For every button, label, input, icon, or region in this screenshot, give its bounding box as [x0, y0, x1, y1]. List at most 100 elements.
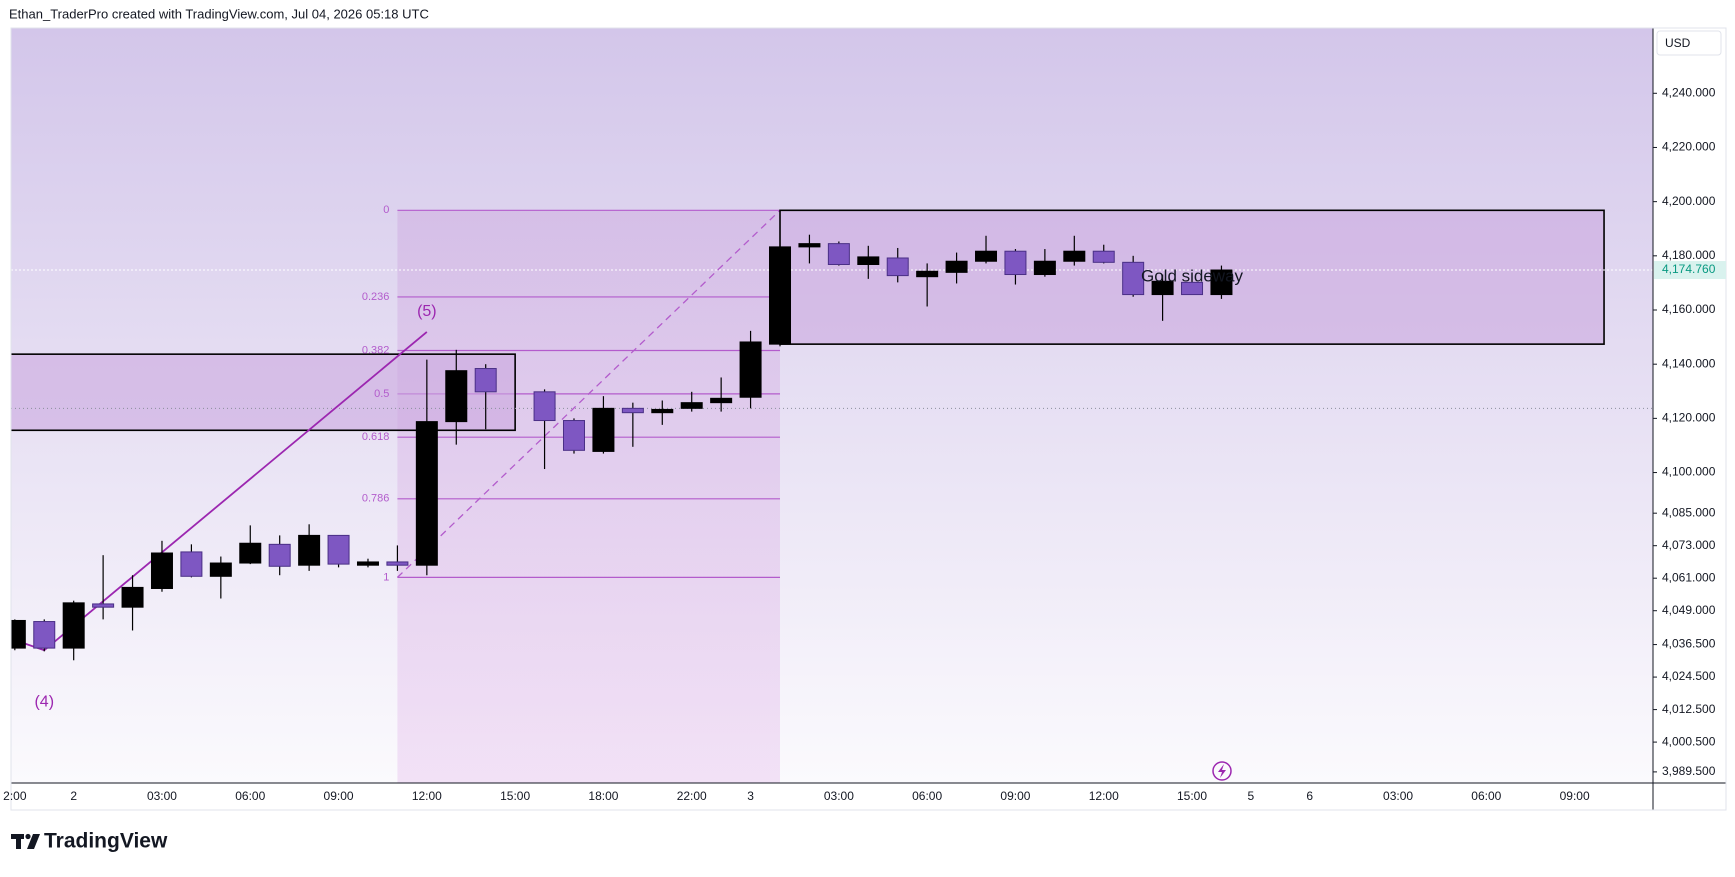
candle-body	[1092, 250, 1115, 263]
x-tick-label: 5	[1248, 789, 1255, 803]
candle-body	[975, 250, 998, 262]
y-tick-label: 4,180.000	[1662, 248, 1716, 262]
x-tick-label: 06:00	[1471, 789, 1501, 803]
candle-body	[680, 402, 703, 409]
y-tick-label: 4,049.000	[1662, 603, 1716, 617]
x-tick-label: 03:00	[147, 789, 177, 803]
x-tick-label: 6	[1306, 789, 1313, 803]
candle-body	[386, 561, 409, 566]
x-tick-label: 22:00	[677, 789, 707, 803]
fib-level-label: 0.786	[362, 493, 390, 505]
candle-body	[180, 551, 203, 577]
candle-body	[886, 257, 909, 277]
y-tick-label: 4,120.000	[1662, 411, 1716, 425]
wave-label: (4)	[34, 693, 54, 710]
lightning-icon	[1212, 761, 1232, 781]
x-tick-label: 15:00	[500, 789, 530, 803]
x-tick-label: 15:00	[1177, 789, 1207, 803]
x-tick-label: 03:00	[1383, 789, 1413, 803]
fib-level-label: 0.382	[362, 344, 390, 356]
range-box	[11, 353, 516, 432]
y-tick-label: 3,989.500	[1662, 764, 1716, 778]
candle-body	[1063, 250, 1086, 262]
candle-body	[798, 243, 821, 248]
candle-body	[11, 619, 26, 649]
candle-body	[209, 562, 232, 577]
candle-body	[651, 408, 674, 414]
candle-body	[1210, 269, 1233, 296]
y-tick-label: 4,220.000	[1662, 140, 1716, 154]
box-text: Gold sideway	[1141, 267, 1244, 286]
candle-body	[150, 552, 173, 589]
plot-area	[11, 209, 1653, 783]
x-tick-label: 18:00	[588, 789, 618, 803]
x-tick-label: 2	[70, 789, 77, 803]
candle-body	[121, 586, 144, 608]
fib-level-label: 0.618	[362, 431, 390, 443]
candle-body	[562, 420, 585, 451]
x-tick-label: 12:00	[412, 789, 442, 803]
candle-body	[739, 341, 762, 398]
x-tick-label: 09:00	[324, 789, 354, 803]
y-tick-label: 4,061.000	[1662, 570, 1716, 584]
candle-body	[92, 603, 115, 608]
candle-body	[268, 543, 291, 567]
candle-body	[769, 246, 792, 345]
candle-body	[327, 534, 350, 565]
candle-body	[1004, 250, 1027, 276]
x-tick-label: 06:00	[235, 789, 265, 803]
x-tick-label: 2:00	[3, 789, 27, 803]
fib-level-label: 1	[383, 571, 389, 583]
last-price-label: 4,174.760	[1662, 262, 1716, 276]
candle-body	[533, 391, 556, 422]
candle-body	[33, 621, 56, 649]
y-tick-label: 4,200.000	[1662, 194, 1716, 208]
candle-body	[1181, 281, 1204, 296]
last-price-tag	[1654, 261, 1726, 280]
candle-body	[710, 397, 733, 404]
candle-body	[298, 534, 321, 566]
y-tick-label: 4,240.000	[1662, 85, 1716, 99]
header: Ethan_TraderPro created with TradingView…	[9, 6, 429, 21]
candle-body	[1122, 261, 1145, 296]
x-tick-label: 12:00	[1089, 789, 1119, 803]
currency-box	[1656, 30, 1722, 56]
frame	[10, 27, 1727, 811]
candle-body	[916, 270, 939, 278]
x-tick-label: 09:00	[1000, 789, 1030, 803]
y-tick-label: 4,073.000	[1662, 538, 1716, 552]
fib-level-label: 0	[383, 204, 389, 216]
candle-body	[239, 542, 262, 564]
candle-body	[621, 407, 644, 414]
y-tick-label: 4,000.500	[1662, 734, 1716, 748]
candle-body	[445, 370, 468, 423]
y-tick-label: 4,100.000	[1662, 465, 1716, 479]
currency: USD	[1665, 36, 1691, 50]
candle-body	[474, 368, 497, 393]
wave-label: (5)	[417, 303, 437, 320]
y-tick-label: 4,085.000	[1662, 505, 1716, 519]
tv-logo	[11, 833, 40, 849]
x-tick-label: 3	[747, 789, 754, 803]
candle-body	[62, 602, 85, 649]
y-tick-label: 4,160.000	[1662, 302, 1716, 316]
y-tick-label: 4,140.000	[1662, 356, 1716, 370]
fib-level-label: 0.5	[374, 388, 389, 400]
candle-body	[1033, 260, 1056, 276]
candle-body	[945, 260, 968, 273]
candle-body	[1151, 280, 1174, 296]
footer-logo-text: TradingView	[44, 830, 168, 853]
candle-body	[857, 256, 880, 265]
y-tick-label: 4,024.500	[1662, 669, 1716, 683]
y-tick-label: 4,036.500	[1662, 637, 1716, 651]
candle-body	[592, 407, 615, 452]
candle-body	[415, 421, 438, 566]
x-tick-label: 09:00	[1560, 789, 1590, 803]
candle-body	[356, 561, 379, 566]
candle-body	[827, 243, 850, 265]
x-tick-label: 03:00	[824, 789, 854, 803]
fib-zone	[397, 210, 781, 783]
fib-level-label: 0.236	[362, 291, 390, 303]
